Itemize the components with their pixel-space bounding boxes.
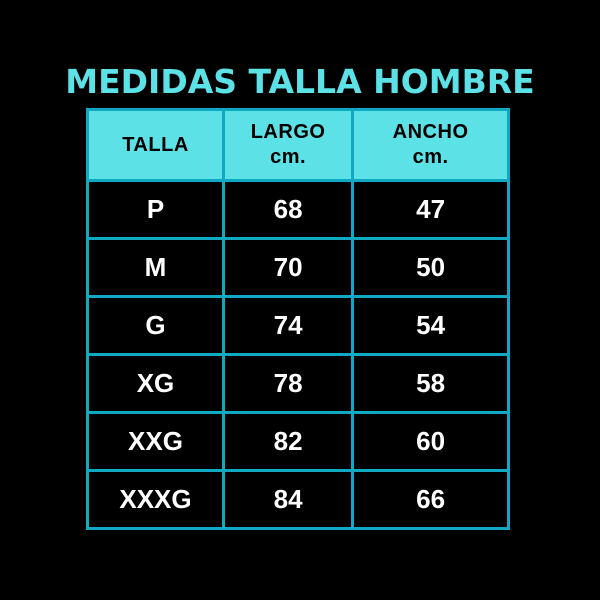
- cell-talla: P: [86, 179, 225, 240]
- cell-talla: XXXG: [86, 469, 225, 530]
- header-label: ANCHO: [392, 121, 469, 143]
- size-table-body: P 68 47 M 70 50 G 74 54 XG 78 58 XXG 82: [86, 179, 510, 530]
- page-title: MEDIDAS TALLA HOMBRE: [65, 62, 535, 101]
- header-cell-talla: TALLA: [86, 108, 225, 182]
- size-table: TALLA LARGO cm. ANCHO cm. P 68 47: [86, 108, 510, 530]
- table-row: M 70 50: [86, 237, 510, 298]
- cell-largo: 82: [221, 411, 355, 472]
- cell-ancho: 54: [351, 295, 510, 356]
- cell-largo: 68: [221, 179, 355, 240]
- header-label: LARGO: [250, 121, 326, 143]
- cell-talla: M: [86, 237, 225, 298]
- table-row: G 74 54: [86, 295, 510, 356]
- header-unit: cm.: [412, 146, 449, 168]
- cell-largo: 78: [221, 353, 355, 414]
- cell-largo: 70: [221, 237, 355, 298]
- header-row: TALLA LARGO cm. ANCHO cm.: [86, 108, 510, 182]
- cell-ancho: 60: [351, 411, 510, 472]
- header-cell-ancho: ANCHO cm.: [351, 108, 510, 182]
- cell-ancho: 47: [351, 179, 510, 240]
- table-row: P 68 47: [86, 179, 510, 240]
- table-row: XXXG 84 66: [86, 469, 510, 530]
- table-row: XG 78 58: [86, 353, 510, 414]
- cell-largo: 74: [221, 295, 355, 356]
- header-label: TALLA: [122, 133, 189, 156]
- cell-talla: G: [86, 295, 225, 356]
- cell-largo: 84: [221, 469, 355, 530]
- cell-ancho: 66: [351, 469, 510, 530]
- header-unit: cm.: [270, 146, 307, 168]
- cell-ancho: 58: [351, 353, 510, 414]
- size-table-header: TALLA LARGO cm. ANCHO cm.: [86, 108, 510, 182]
- cell-ancho: 50: [351, 237, 510, 298]
- cell-talla: XG: [86, 353, 225, 414]
- table-row: XXG 82 60: [86, 411, 510, 472]
- cell-talla: XXG: [86, 411, 225, 472]
- header-cell-largo: LARGO cm.: [221, 108, 355, 182]
